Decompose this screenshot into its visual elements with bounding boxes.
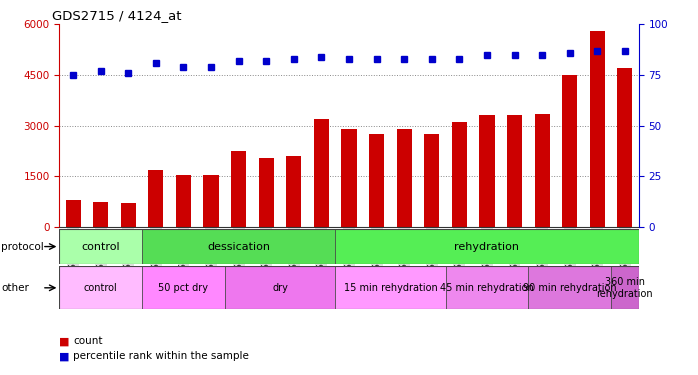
Bar [59,266,142,309]
Bar [148,170,163,227]
Text: ■: ■ [59,351,70,361]
Text: 360 min
rehydration: 360 min rehydration [597,277,653,298]
Bar [66,200,81,227]
Bar [341,129,357,227]
Text: GDS2715 / 4124_at: GDS2715 / 4124_at [52,9,182,22]
Bar [93,202,108,227]
Bar [369,134,384,227]
Bar [314,119,329,227]
Text: rehydration: rehydration [454,242,519,252]
Bar [286,156,302,227]
Text: 15 min rehydration: 15 min rehydration [343,283,437,293]
Bar [142,266,225,309]
Bar [445,266,528,309]
Bar [480,116,494,227]
Text: protocol: protocol [1,242,44,252]
Text: percentile rank within the sample: percentile rank within the sample [73,351,249,361]
Text: 45 min rehydration: 45 min rehydration [440,283,534,293]
Bar [528,266,611,309]
Text: dessication: dessication [207,242,270,252]
Bar [121,202,136,227]
Bar [424,134,439,227]
Text: ■: ■ [59,336,70,346]
Bar [562,75,577,227]
Text: 50 pct dry: 50 pct dry [158,283,209,293]
Text: control: control [84,283,117,293]
Bar [507,116,522,227]
Text: dry: dry [272,283,288,293]
Bar [535,114,550,227]
Bar [617,68,632,227]
Bar [204,175,218,227]
Bar [142,229,335,264]
Bar [396,129,412,227]
Bar [590,31,605,227]
Text: control: control [82,242,120,252]
Bar [176,175,191,227]
Text: other: other [1,283,29,293]
Bar [231,151,246,227]
Bar [259,158,274,227]
Bar [59,229,142,264]
Bar [225,266,335,309]
Bar [611,266,639,309]
Bar [335,266,445,309]
Text: count: count [73,336,103,346]
Bar [335,229,639,264]
Text: 90 min rehydration: 90 min rehydration [523,283,616,293]
Bar [452,122,467,227]
